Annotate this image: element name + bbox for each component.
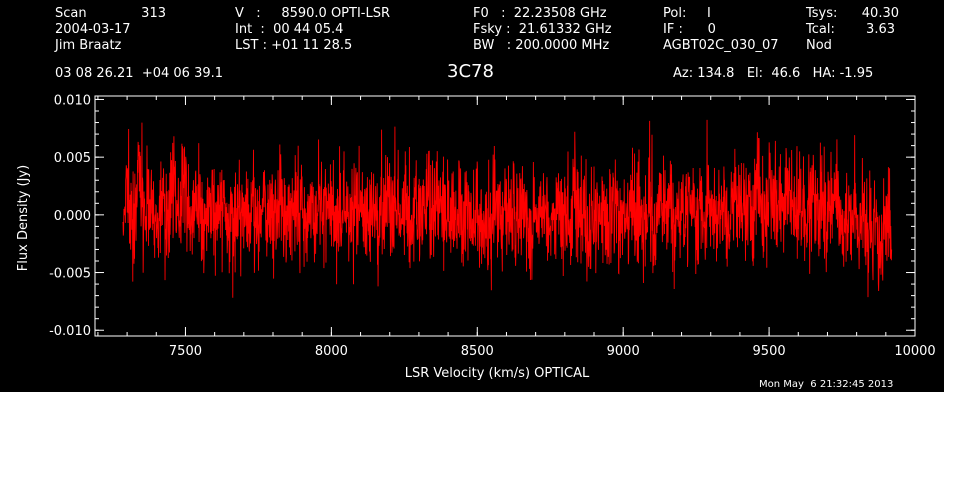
- x-tick-label: 7500: [169, 344, 202, 359]
- spectrum-chart: -0.010 -0.005 0.000 0.005 0.010 7500 8000 8500…: [16, 93, 936, 381]
- x-tick-label: 8500: [461, 344, 494, 359]
- velocity-info: V : 8590.0 OPTI-LSR: [235, 6, 391, 21]
- bandwidth: BW : 200.0000 MHz: [473, 38, 610, 53]
- x-axis: 7500 8000 8500 9000 9500 10000: [97, 96, 936, 359]
- rest-frequency: F0 : 22.23508 GHz: [473, 6, 607, 21]
- tcal-label: Tcal:: [806, 22, 835, 37]
- x-tick-label: 9500: [753, 344, 786, 359]
- scan-label: Scan: [55, 6, 87, 21]
- tsys-label: Tsys:: [806, 6, 838, 21]
- y-axis-label: Flux Density (Jy): [16, 165, 31, 271]
- if-number: IF : 0: [663, 22, 716, 37]
- plot-timestamp: Mon May 6 21:32:45 2013: [759, 379, 894, 390]
- y-tick-label: -0.010: [49, 324, 91, 339]
- x-tick-label: 9000: [607, 344, 640, 359]
- source-title: 3C78: [447, 61, 494, 82]
- x-tick-label: 8000: [315, 344, 348, 359]
- spectrum-trace-group: [122, 119, 893, 298]
- lst: LST : +01 11 28.5: [235, 38, 353, 53]
- sky-frequency: Fsky : 21.61332 GHz: [473, 22, 612, 37]
- x-axis-label: LSR Velocity (km/s) OPTICAL: [405, 366, 590, 381]
- obs-date: 2004-03-17: [55, 22, 131, 37]
- spectrum-trace: [122, 119, 893, 298]
- switching-mode: Nod: [806, 38, 832, 53]
- project-id: AGBT02C_030_07: [663, 38, 779, 53]
- y-axis: -0.010 -0.005 0.000 0.005 0.010: [49, 93, 915, 339]
- integration-time: Int : 00 44 05.4: [235, 22, 344, 37]
- scan-number: 313: [141, 6, 166, 21]
- y-tick-label: 0.000: [54, 209, 91, 224]
- y-tick-label: 0.010: [54, 93, 91, 108]
- plot-panel: Scan 313 2004-03-17 Jim Braatz V : 8590.…: [0, 0, 944, 392]
- polarization: Pol: I: [663, 6, 711, 21]
- observer: Jim Braatz: [55, 38, 122, 53]
- source-coordinates: 03 08 26.21 +04 06 39.1: [55, 66, 224, 81]
- y-tick-label: 0.005: [54, 151, 91, 166]
- axes-frame: [94, 95, 916, 337]
- x-tick-label: 10000: [894, 344, 935, 359]
- az-el-ha: Az: 134.8 El: 46.6 HA: -1.95: [673, 66, 874, 81]
- tsys-value: 40.30: [861, 6, 899, 21]
- y-tick-label: -0.005: [49, 267, 91, 282]
- tcal-value: 3.63: [866, 22, 895, 37]
